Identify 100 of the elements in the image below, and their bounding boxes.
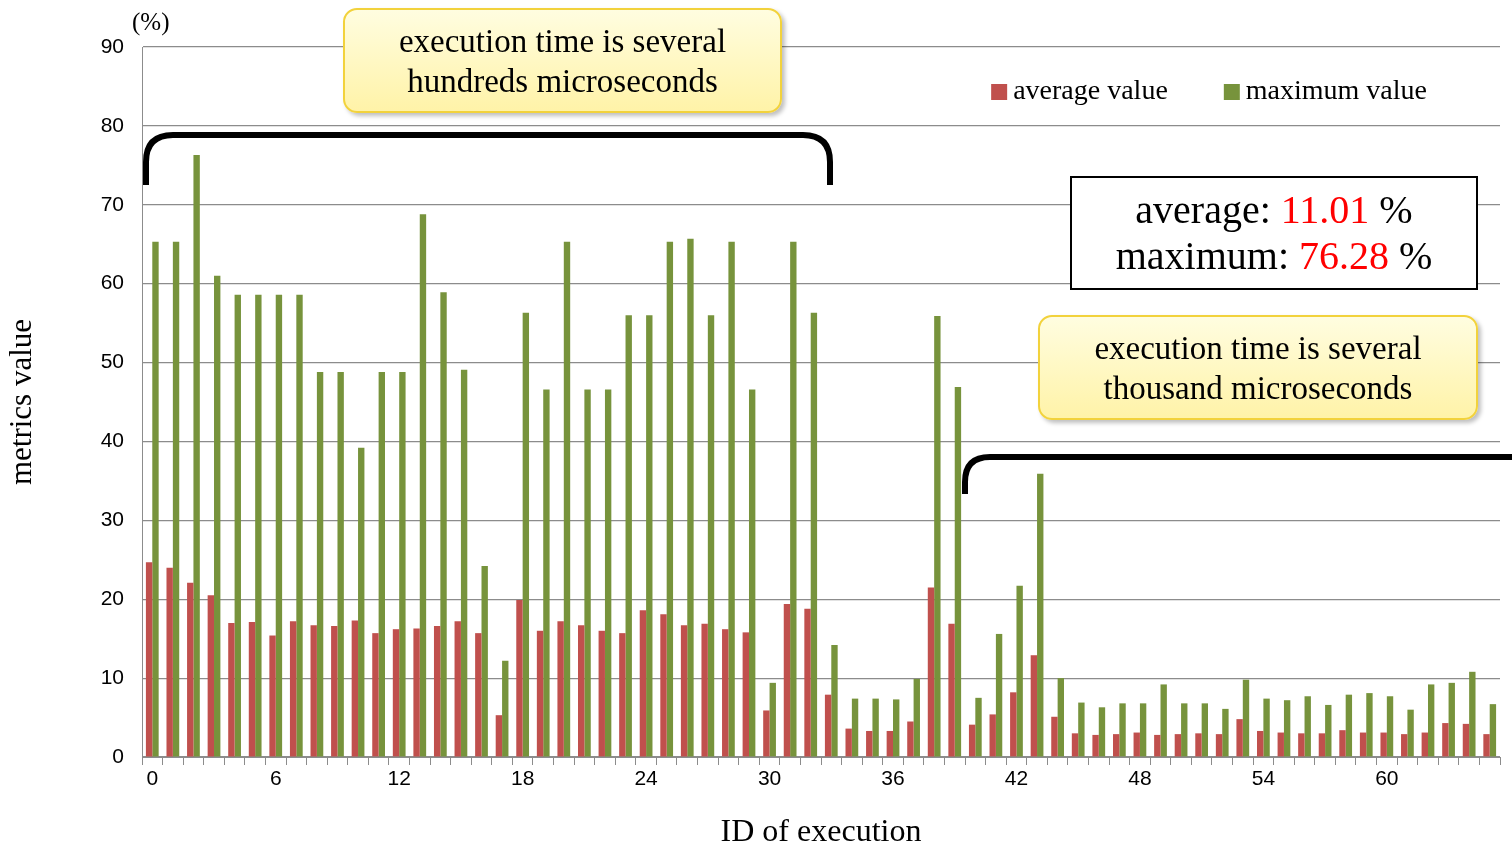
bar [1483, 734, 1490, 757]
bar [1325, 704, 1332, 757]
x-tick-label: 12 [387, 766, 411, 790]
x-tick-label: 36 [881, 766, 905, 790]
bar [1222, 708, 1229, 757]
bar [433, 626, 441, 757]
bar [769, 682, 776, 757]
y-tick-label: 50 [100, 349, 124, 373]
bar [413, 628, 420, 757]
bar [1071, 733, 1079, 757]
bar [790, 241, 797, 757]
bar [1098, 707, 1106, 757]
y-tick-label: 90 [100, 33, 124, 57]
bar [351, 620, 359, 757]
bar [234, 294, 241, 757]
legend-label: average value [1013, 74, 1168, 106]
bar [1057, 678, 1064, 757]
bar [975, 697, 982, 757]
bar [1119, 703, 1126, 757]
bar [1298, 733, 1305, 757]
bar [207, 595, 215, 757]
bar [989, 714, 996, 757]
bar [619, 633, 626, 757]
bar [680, 625, 688, 757]
bar [1401, 734, 1408, 757]
bar [1242, 679, 1250, 757]
bar [378, 372, 385, 757]
bar [392, 629, 400, 757]
bar [1201, 703, 1209, 757]
bar [625, 315, 632, 757]
bar [172, 241, 180, 757]
bar [866, 730, 873, 757]
bar [783, 603, 791, 757]
bar [701, 623, 708, 757]
bar [598, 630, 605, 757]
bar [296, 294, 303, 757]
bar [269, 635, 276, 757]
bar [1448, 682, 1455, 757]
y-tick-label: 40 [100, 428, 124, 452]
bar [948, 623, 955, 757]
x-tick-label: 0 [146, 766, 159, 790]
bar [1195, 733, 1202, 757]
bar [310, 625, 317, 757]
bar [639, 610, 647, 757]
bar [954, 387, 962, 757]
bar [1263, 698, 1270, 757]
bar [913, 678, 920, 757]
bar [845, 728, 852, 757]
bar [666, 241, 674, 757]
bar [728, 241, 735, 757]
y-tick-label: 20 [100, 586, 124, 610]
bar [1181, 703, 1188, 757]
bar [687, 238, 694, 757]
bar [289, 621, 297, 757]
bar [1037, 473, 1044, 757]
bar [1236, 719, 1243, 757]
x-tick-label: 18 [510, 766, 535, 790]
x-tick-label: 30 [757, 766, 782, 790]
x-axis-title: ID of execution [720, 812, 922, 849]
bar [763, 710, 770, 757]
y-tick-label: 80 [100, 112, 124, 136]
y-tick-label: 30 [100, 507, 124, 531]
bar [1154, 734, 1161, 757]
bar [563, 241, 571, 757]
bar [1092, 734, 1099, 757]
bar [495, 715, 503, 757]
bar [543, 389, 550, 757]
x-tick-label: 6 [269, 766, 282, 790]
bar [584, 389, 591, 757]
x-tick-label: 60 [1375, 766, 1399, 790]
bar [557, 621, 564, 757]
bar [481, 566, 488, 757]
bar [536, 630, 544, 757]
y-tick-label: 70 [100, 191, 124, 215]
bar [1469, 671, 1476, 757]
bar [1010, 692, 1017, 757]
bar [316, 372, 324, 757]
bar [1016, 585, 1023, 757]
bar [1139, 703, 1147, 757]
bar [1339, 730, 1346, 757]
x-tick-label: 54 [1251, 766, 1276, 790]
bar [337, 372, 344, 757]
bar [214, 275, 221, 757]
bar [1215, 734, 1223, 757]
bar [502, 660, 509, 757]
bar [1174, 734, 1182, 757]
bar [145, 562, 153, 757]
bar [995, 633, 1003, 757]
y-axis-title: metrics value [2, 318, 38, 486]
bar [454, 621, 461, 757]
bar [1407, 709, 1414, 757]
bar [399, 372, 406, 757]
y-tick-label: 0 [112, 743, 124, 767]
bar [1489, 704, 1497, 757]
annotation: maximum: 76.28 % [1115, 233, 1433, 278]
legend-label: maximum value [1245, 74, 1428, 106]
bar [1345, 694, 1353, 757]
bar [1257, 730, 1264, 757]
bar [804, 608, 811, 757]
bar [166, 567, 173, 757]
